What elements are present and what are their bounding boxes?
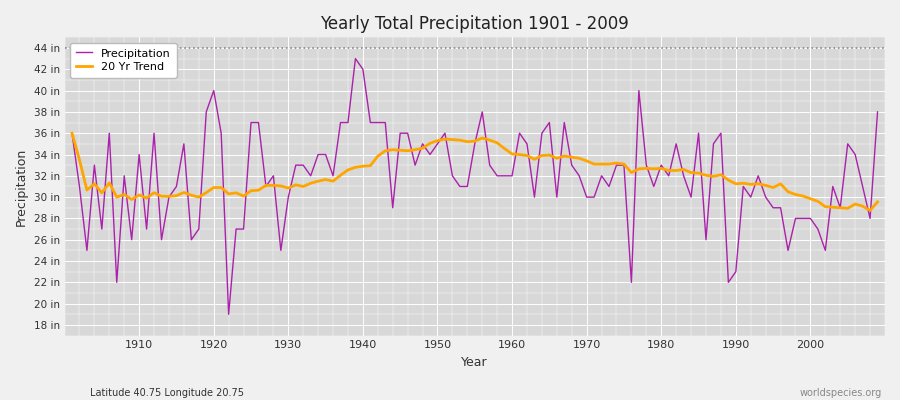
Line: Precipitation: Precipitation <box>72 59 878 314</box>
Text: Latitude 40.75 Longitude 20.75: Latitude 40.75 Longitude 20.75 <box>90 388 244 398</box>
Line: 20 Yr Trend: 20 Yr Trend <box>72 133 878 210</box>
Precipitation <box>298 163 309 168</box>
20 Yr Trend <box>507 152 517 156</box>
Title: Yearly Total Precipitation 1901 - 2009: Yearly Total Precipitation 1901 - 2009 <box>320 15 629 33</box>
20 Yr Trend <box>865 208 876 213</box>
Y-axis label: Precipitation: Precipitation <box>15 147 28 226</box>
Precipitation <box>872 110 883 114</box>
20 Yr Trend <box>872 200 883 204</box>
20 Yr Trend <box>67 131 77 136</box>
Precipitation <box>343 120 354 125</box>
Precipitation <box>350 56 361 61</box>
Precipitation <box>223 312 234 317</box>
20 Yr Trend <box>335 173 346 178</box>
Legend: Precipitation, 20 Yr Trend: Precipitation, 20 Yr Trend <box>70 43 176 78</box>
Precipitation <box>522 142 533 146</box>
Text: worldspecies.org: worldspecies.org <box>800 388 882 398</box>
Precipitation <box>611 163 622 168</box>
Precipitation <box>126 237 137 242</box>
Precipitation <box>67 131 77 136</box>
20 Yr Trend <box>596 162 607 166</box>
X-axis label: Year: Year <box>462 356 488 369</box>
Precipitation <box>514 131 525 136</box>
20 Yr Trend <box>291 182 302 187</box>
20 Yr Trend <box>126 197 137 202</box>
20 Yr Trend <box>500 146 510 151</box>
